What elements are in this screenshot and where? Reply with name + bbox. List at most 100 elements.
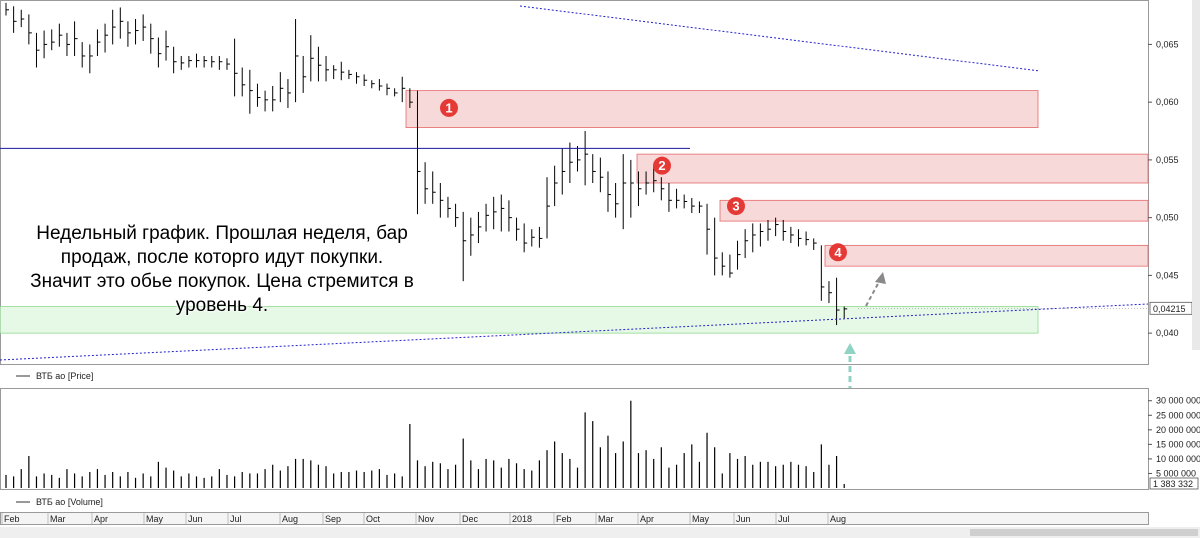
price-bar <box>119 7 124 39</box>
price-scrollbar[interactable] <box>1192 0 1200 350</box>
price-bar <box>622 154 627 230</box>
price-bar <box>599 157 604 193</box>
chart-annotation: Недельный график. Прошлая неделя, бар пр… <box>12 222 432 318</box>
price-bar <box>272 85 276 112</box>
last-volume-label: 1 383 332 <box>1153 479 1193 489</box>
price-bar <box>721 252 726 276</box>
price-bar <box>51 29 55 51</box>
level-marker-1: 1 <box>440 98 458 117</box>
price-bar <box>127 21 131 47</box>
resistance-zone-3 <box>719 199 1149 222</box>
price-bar <box>104 23 109 53</box>
price-bar <box>218 55 223 70</box>
month-label: Apr <box>94 514 108 524</box>
price-bar <box>523 223 528 253</box>
volume-legend: ВТБ ао [Volume] <box>36 497 103 507</box>
price-bar <box>790 226 794 244</box>
resistance-zone-4 <box>824 244 1149 267</box>
marker-label: 2 <box>658 158 665 173</box>
up-arrow-head <box>875 272 886 284</box>
price-bar <box>516 217 520 241</box>
price-bar <box>74 21 78 56</box>
price-bar <box>455 203 459 227</box>
marker-label: 3 <box>732 199 739 214</box>
horizontal-scrollbar[interactable] <box>0 527 1200 538</box>
price-bar <box>584 131 589 186</box>
price-tick-label: 0,055 <box>1156 155 1179 165</box>
price-bar <box>165 30 170 61</box>
level-marker-3: 3 <box>727 197 745 216</box>
price-bar <box>325 55 330 82</box>
price-bar <box>58 23 63 47</box>
price-bar <box>363 74 368 86</box>
price-bar <box>546 177 551 239</box>
level-marker-4: 4 <box>829 243 847 262</box>
price-bar <box>241 67 246 97</box>
price-bar <box>752 223 756 253</box>
price-bar <box>485 203 490 232</box>
month-label: Mar <box>50 514 66 524</box>
month-label: Jul <box>230 514 242 524</box>
price-bar <box>28 14 32 45</box>
price-bar <box>531 229 535 247</box>
volume-tick-label: 5 000 000 <box>1156 468 1196 478</box>
price-bar <box>173 46 177 74</box>
price-bar <box>797 229 802 247</box>
up-arrow-shaft <box>865 279 881 307</box>
price-tick-label: 0,050 <box>1156 213 1179 223</box>
price-bar <box>706 203 711 255</box>
month-label: Sep <box>325 514 341 524</box>
price-bar <box>577 146 581 172</box>
price-bar <box>782 219 787 241</box>
lower-trendline <box>0 303 1149 361</box>
price-bar <box>554 165 558 207</box>
price-bar <box>356 72 360 84</box>
price-bar <box>409 88 413 108</box>
volume-tick-label: 15 000 000 <box>1156 439 1200 449</box>
marker-circle <box>440 98 458 117</box>
volume-tick-label: 30 000 000 <box>1156 396 1200 406</box>
resistance-zone-1 <box>405 90 1039 128</box>
volume-panel <box>0 388 1149 490</box>
price-bar <box>592 154 596 183</box>
price-bar <box>302 55 307 93</box>
annotation-line-1: Недельный график. Прошлая неделя, бар <box>36 223 408 244</box>
scrollbar-thumb[interactable] <box>970 529 1198 536</box>
price-bar <box>637 171 642 207</box>
volume-tick-label: 25 000 000 <box>1156 410 1200 420</box>
price-bar <box>714 217 718 276</box>
price-bar <box>150 23 154 54</box>
price-bar <box>295 19 299 103</box>
last-price-label: 0,04215 <box>1153 304 1186 314</box>
volume-tick-label: 10 000 000 <box>1156 454 1200 464</box>
price-bar <box>447 196 451 218</box>
marker-label: 1 <box>445 100 452 115</box>
price-bar <box>256 83 261 107</box>
price-bar <box>561 148 566 195</box>
price-bar <box>775 217 779 237</box>
price-bar <box>249 69 253 114</box>
price-bar <box>401 76 406 103</box>
month-label: Jun <box>736 514 751 524</box>
price-bar <box>66 32 70 56</box>
volume-tick-label: 20 000 000 <box>1156 425 1200 435</box>
price-bar <box>653 165 657 193</box>
annotation-line-4: уровень 4. <box>175 295 269 316</box>
price-bar <box>203 55 208 68</box>
month-label: May <box>692 514 710 524</box>
month-label: Nov <box>418 514 435 524</box>
price-bar <box>348 69 352 80</box>
price-bar <box>386 83 390 96</box>
price-bar <box>645 171 650 195</box>
price-bar <box>493 196 497 230</box>
price-bar <box>157 37 162 68</box>
price-bar <box>538 226 543 248</box>
price-bar <box>828 281 832 304</box>
price-bar <box>660 177 665 201</box>
price-bar <box>35 32 40 68</box>
price-bar <box>340 61 345 81</box>
annotation-line-3: Значит это обье покупок. Цена стремится … <box>30 271 414 292</box>
month-label: 2018 <box>512 514 532 524</box>
month-label: Oct <box>366 514 381 524</box>
